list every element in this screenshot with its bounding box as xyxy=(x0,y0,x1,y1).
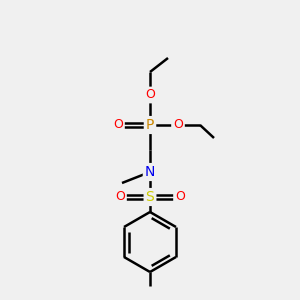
Text: O: O xyxy=(175,190,185,203)
Text: O: O xyxy=(115,190,125,203)
Text: O: O xyxy=(113,118,123,131)
Text: O: O xyxy=(145,88,155,101)
Text: P: P xyxy=(146,118,154,132)
Text: O: O xyxy=(173,118,183,131)
Text: S: S xyxy=(146,190,154,204)
Text: N: N xyxy=(145,165,155,179)
